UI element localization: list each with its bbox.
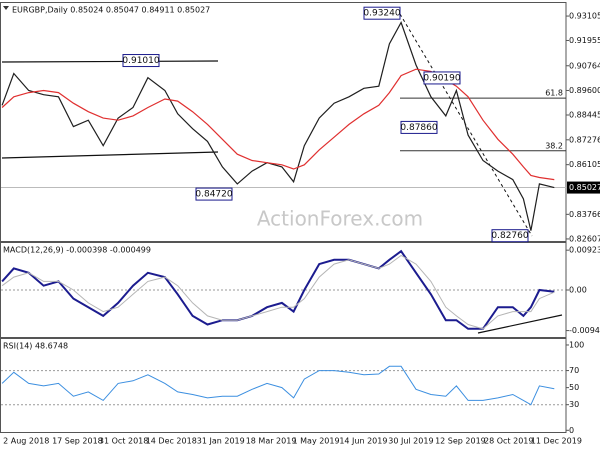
x-tick-label: 31 Oct 2018 — [99, 437, 148, 446]
price-label: 0.93240 — [363, 9, 400, 19]
x-tick-label: 17 Sep 2018 — [52, 437, 103, 446]
y-tick-label: 0.009237 — [569, 246, 600, 255]
price-label: 0.91010 — [122, 56, 159, 66]
panel-title: EURGBP,Daily 0.85024 0.85047 0.84911 0.8… — [12, 6, 210, 15]
x-tick-label: 14 Jun 2019 — [339, 437, 387, 446]
y-tick-label: 0.00 — [569, 286, 587, 295]
y-tick-label: -0.009413 — [569, 326, 600, 335]
y-tick-label: 30 — [569, 400, 579, 409]
y-tick-label: 0.90764 — [569, 61, 600, 70]
fib-label: 61.8 — [545, 89, 563, 98]
rsi-panel-frame — [0, 338, 567, 433]
price-label-box — [363, 6, 401, 20]
x-tick-label: 28 Oct 2019 — [484, 437, 533, 446]
x-tick-label: 11 Dec 2019 — [531, 437, 582, 446]
y-tick-label: 0.86105 — [569, 160, 600, 169]
y-tick-label: 0.93105 — [569, 12, 600, 21]
y-tick-label: 70 — [569, 366, 579, 375]
x-tick-label: 14 Dec 2018 — [146, 437, 197, 446]
trend-line — [1, 151, 219, 159]
y-tick-label: 0.91955 — [569, 36, 600, 45]
price-label-box — [423, 71, 461, 85]
last-price-label: 0.85027 — [569, 183, 600, 192]
price-label-box — [195, 187, 233, 201]
y-tick-label: 100 — [569, 340, 584, 349]
series-line — [1, 365, 555, 406]
trend-line — [399, 13, 533, 237]
fib-label: 38.2 — [545, 141, 563, 150]
x-tick-label: 18 Mar 2019 — [246, 437, 297, 446]
menu-icon — [3, 6, 9, 10]
panel-title: RSI(14) 48.6748 — [3, 342, 68, 351]
price-panel-frame — [0, 2, 567, 242]
price-label: 0.87860 — [400, 123, 437, 133]
y-tick-label: 0.87276 — [569, 135, 600, 144]
x-tick-label: 2 Aug 2018 — [3, 437, 49, 446]
price-label-box — [400, 120, 438, 134]
y-tick-label: 0.83766 — [569, 210, 600, 219]
panel-title: MACD(12,26,9) -0.000398 -0.000499 — [3, 246, 151, 255]
price-label-box — [491, 229, 529, 243]
series-line — [1, 68, 555, 181]
price-label: 0.90190 — [423, 73, 460, 83]
price-label: 0.82760 — [491, 231, 528, 241]
trend-line — [477, 314, 563, 334]
x-tick-label: 30 Jul 2019 — [388, 437, 433, 446]
price-label: 0.84720 — [195, 190, 232, 200]
series-line — [1, 21, 555, 231]
x-tick-label: 1 May 2019 — [293, 437, 340, 446]
price-label-box — [122, 54, 160, 68]
series-line — [1, 254, 555, 330]
x-tick-label: 31 Jan 2019 — [197, 437, 245, 446]
y-tick-label: 0.82607 — [569, 234, 600, 243]
y-tick-label: 0.88445 — [569, 110, 600, 119]
trend-line — [1, 60, 219, 63]
last-price-tag — [567, 181, 600, 194]
watermark: ActionForex.com — [257, 207, 423, 231]
y-tick-label: 50 — [569, 383, 579, 392]
x-tick-label: 12 Sep 2019 — [435, 437, 486, 446]
y-tick-label: 0.89600 — [569, 86, 600, 95]
y-tick-label: 0 — [569, 426, 574, 435]
series-line — [1, 249, 555, 330]
